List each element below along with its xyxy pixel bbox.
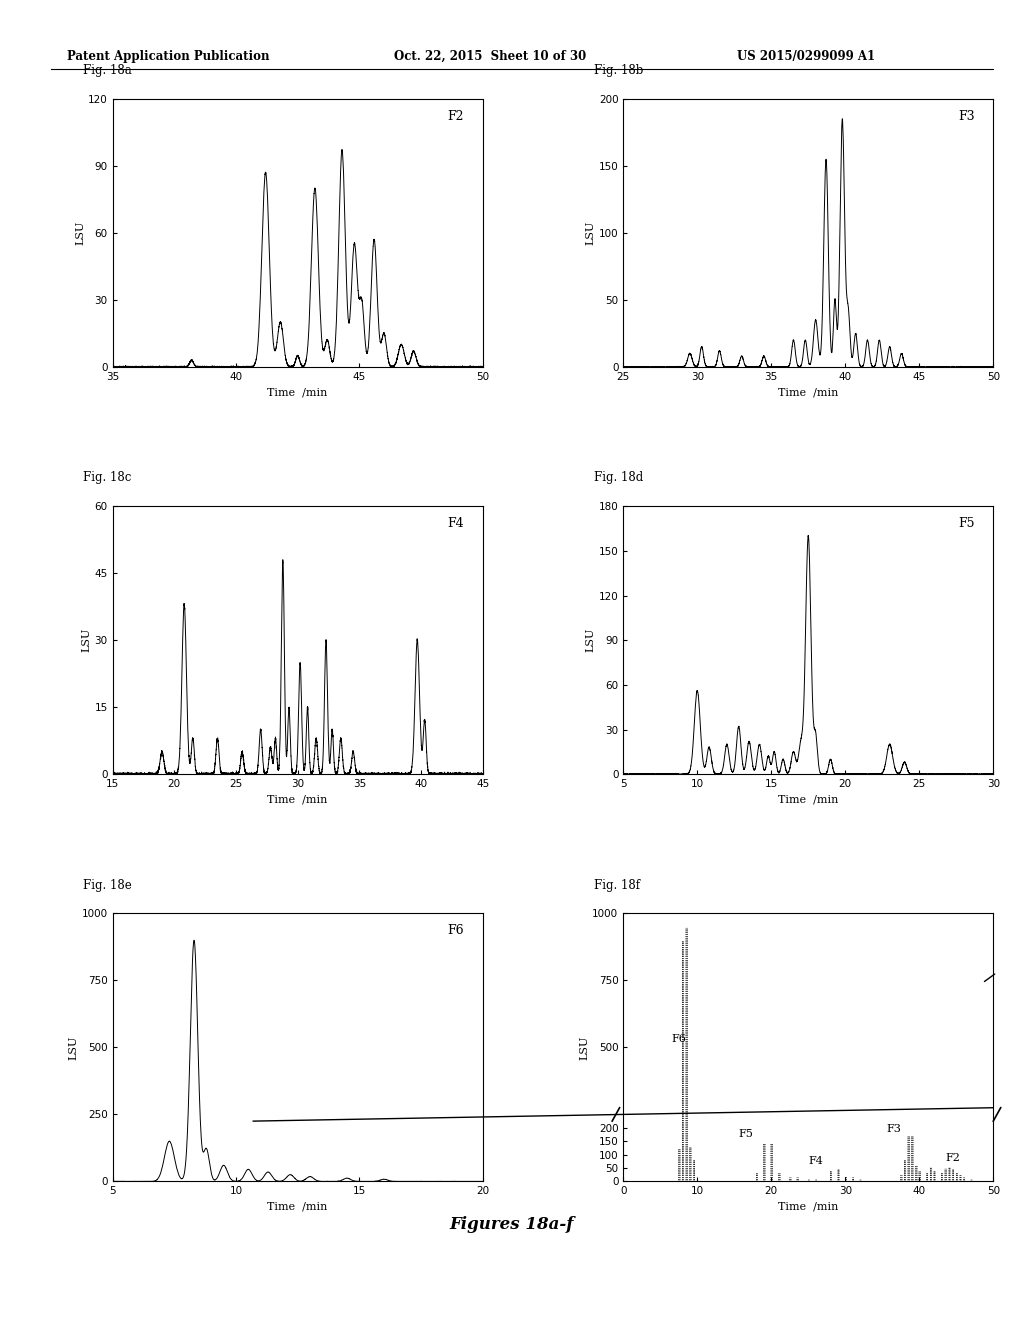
Y-axis label: LSU: LSU bbox=[69, 1035, 79, 1060]
Text: Fig. 18d: Fig. 18d bbox=[594, 471, 643, 484]
Text: F5: F5 bbox=[738, 1129, 753, 1139]
Y-axis label: LSU: LSU bbox=[586, 220, 596, 246]
Text: F2: F2 bbox=[945, 1154, 961, 1163]
X-axis label: Time  /min: Time /min bbox=[267, 387, 328, 397]
Y-axis label: LSU: LSU bbox=[75, 220, 85, 246]
X-axis label: Time  /min: Time /min bbox=[778, 1201, 839, 1212]
X-axis label: Time  /min: Time /min bbox=[267, 1201, 328, 1212]
Text: Figures 18a-f: Figures 18a-f bbox=[450, 1217, 574, 1233]
Text: F3: F3 bbox=[886, 1123, 901, 1134]
Y-axis label: LSU: LSU bbox=[82, 628, 92, 652]
Text: Patent Application Publication: Patent Application Publication bbox=[67, 50, 269, 63]
Text: F5: F5 bbox=[958, 517, 975, 529]
Text: Fig. 18e: Fig. 18e bbox=[83, 879, 132, 891]
Text: F6: F6 bbox=[672, 1034, 686, 1044]
X-axis label: Time  /min: Time /min bbox=[778, 795, 839, 805]
Text: F6: F6 bbox=[447, 924, 464, 937]
Text: Fig. 18f: Fig. 18f bbox=[594, 879, 640, 891]
Text: F2: F2 bbox=[447, 110, 464, 123]
Text: F3: F3 bbox=[958, 110, 975, 123]
Text: Fig. 18c: Fig. 18c bbox=[83, 471, 131, 484]
Y-axis label: LSU: LSU bbox=[580, 1035, 590, 1060]
X-axis label: Time  /min: Time /min bbox=[778, 387, 839, 397]
Text: US 2015/0299099 A1: US 2015/0299099 A1 bbox=[737, 50, 876, 63]
Text: Fig. 18a: Fig. 18a bbox=[83, 65, 132, 77]
Text: F4: F4 bbox=[447, 517, 464, 529]
Y-axis label: LSU: LSU bbox=[586, 628, 596, 652]
Text: Fig. 18b: Fig. 18b bbox=[594, 65, 643, 77]
Text: F4: F4 bbox=[808, 1156, 823, 1166]
X-axis label: Time  /min: Time /min bbox=[267, 795, 328, 805]
Text: Oct. 22, 2015  Sheet 10 of 30: Oct. 22, 2015 Sheet 10 of 30 bbox=[394, 50, 587, 63]
